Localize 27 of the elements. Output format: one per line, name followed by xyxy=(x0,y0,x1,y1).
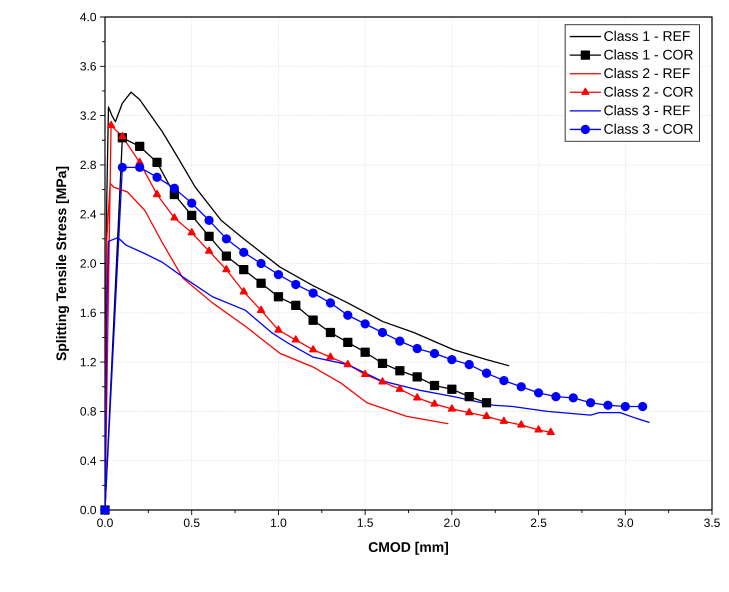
y-tick-label: 0.0 xyxy=(80,506,96,514)
y-tick-label: 1.6 xyxy=(80,308,96,318)
legend-label: Class 2 - REF xyxy=(604,68,690,78)
y-tick-label: 0.4 xyxy=(80,456,96,465)
x-tick-label: 1.5 xyxy=(358,518,373,527)
y-tick-label: 3.6 xyxy=(80,62,96,71)
y-tick-label: 2.8 xyxy=(80,160,96,170)
x-tick-label: 0.0 xyxy=(97,518,113,527)
y-tick-label: 1.2 xyxy=(80,358,96,366)
y-axis-title: Splitting Tensile Stress [MPa] xyxy=(56,166,70,361)
x-tick-label: 2.0 xyxy=(444,518,460,527)
legend-label: Class 1 - COR xyxy=(604,49,693,60)
x-tick-label: 0.5 xyxy=(184,518,200,527)
legend-label: Class 2 - COR xyxy=(604,86,693,97)
legend-label: Class 3 - COR xyxy=(604,124,693,134)
x-tick-label: 3.0 xyxy=(617,518,634,527)
y-tick-label: 3.2 xyxy=(80,111,96,120)
legend-label: Class 1 - REF xyxy=(604,30,690,42)
x-tick-label: 2.5 xyxy=(530,518,546,527)
y-tick-label: 2.4 xyxy=(80,210,96,218)
legend-label: Class 3 - REF xyxy=(604,105,690,116)
y-tick-label: 2.0 xyxy=(80,259,96,268)
y-tick-label: 0.8 xyxy=(80,407,96,416)
y-tick-label: 4.0 xyxy=(80,12,96,22)
x-tick-label: 1.0 xyxy=(271,518,286,527)
x-axis-title: CMOD [mm] xyxy=(368,542,448,555)
x-tick-label: 3.5 xyxy=(704,518,720,527)
